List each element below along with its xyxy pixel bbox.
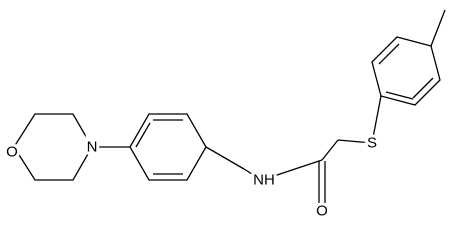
aromatic-bond [378,43,400,65]
atom-label: S [367,135,377,152]
bond [205,146,245,170]
morpholine-ring [13,113,93,181]
aromatic-bond [135,122,151,148]
methyl-bond [430,9,446,47]
bond [321,139,339,161]
bonds [13,9,446,212]
aromatic-bond [412,77,434,99]
atom-labels: O N NH O S [3,132,380,221]
bond [337,139,373,144]
bond [371,95,382,144]
benzene-ring [129,113,207,181]
aromatic-bond [385,91,414,100]
atom-label: O [316,203,328,220]
atom-label: O [6,144,18,161]
molecule-diagram: O N NH O S [3,9,446,221]
bond [261,159,323,181]
bond [243,168,263,181]
atom-label: N [87,139,98,156]
benzene-ring [371,36,441,106]
atom-label: NH [253,172,275,189]
